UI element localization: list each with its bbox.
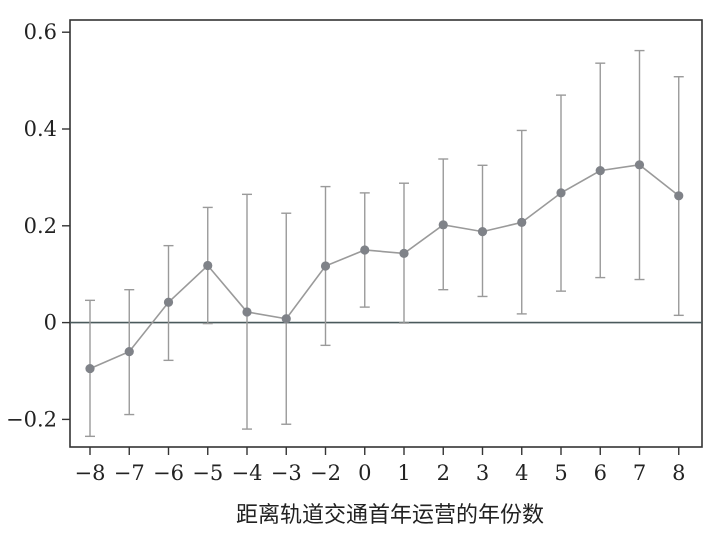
data-point bbox=[595, 166, 605, 176]
x-tick-label: −8 bbox=[75, 461, 106, 485]
data-point bbox=[517, 217, 527, 228]
x-tick-label: 4 bbox=[515, 461, 528, 485]
data-point bbox=[360, 245, 370, 255]
y-tick-label: 0.6 bbox=[24, 20, 57, 44]
plot-border bbox=[69, 19, 703, 448]
error-bars bbox=[85, 49, 684, 438]
data-point bbox=[281, 314, 291, 324]
data-point bbox=[320, 261, 331, 271]
x-tick-label: 6 bbox=[594, 461, 607, 485]
x-tick-label: 8 bbox=[672, 461, 685, 485]
data-point bbox=[242, 307, 252, 317]
series-line bbox=[89, 163, 680, 370]
x-tick-label: 0 bbox=[358, 461, 371, 485]
data-point bbox=[674, 191, 684, 201]
y-tick-label: 0 bbox=[44, 311, 57, 335]
x-tick-label: 2 bbox=[437, 461, 450, 485]
x-tick-label: −7 bbox=[114, 461, 145, 485]
y-tick-label: −0.2 bbox=[6, 407, 57, 431]
x-tick-label: −4 bbox=[232, 461, 263, 485]
data-point bbox=[124, 347, 134, 357]
data-point bbox=[85, 363, 95, 374]
data-point bbox=[556, 188, 566, 198]
x-tick-label: −3 bbox=[271, 461, 302, 485]
y-axis-ticks: −0.2 0 0.2 0.4 0.6 bbox=[6, 20, 70, 431]
y-tick-label: 0.4 bbox=[24, 117, 57, 141]
x-axis-ticks: −8 −7 −6 −5 −4 −3 −2 0 1 2 3 4 5 6 7 8 bbox=[75, 447, 685, 485]
data-point bbox=[634, 160, 645, 170]
x-tick-label: 7 bbox=[633, 461, 646, 485]
data-point bbox=[203, 260, 213, 271]
data-point bbox=[163, 297, 174, 307]
x-tick-label: 1 bbox=[397, 461, 410, 485]
data-points bbox=[85, 160, 684, 374]
data-point bbox=[438, 220, 448, 230]
x-tick-label: −6 bbox=[153, 461, 184, 485]
x-tick-label: −2 bbox=[310, 461, 341, 485]
plot-frame bbox=[69, 19, 703, 448]
y-tick-label: 0.2 bbox=[24, 214, 57, 238]
x-tick-label: 5 bbox=[554, 461, 567, 485]
data-point bbox=[399, 248, 409, 258]
series-line-group bbox=[89, 163, 680, 370]
x-tick-label: 3 bbox=[476, 461, 489, 485]
x-axis-title: 距离轨道交通首年运营的年份数 bbox=[236, 503, 544, 528]
x-tick-label: −5 bbox=[192, 461, 223, 485]
data-point bbox=[477, 227, 488, 237]
